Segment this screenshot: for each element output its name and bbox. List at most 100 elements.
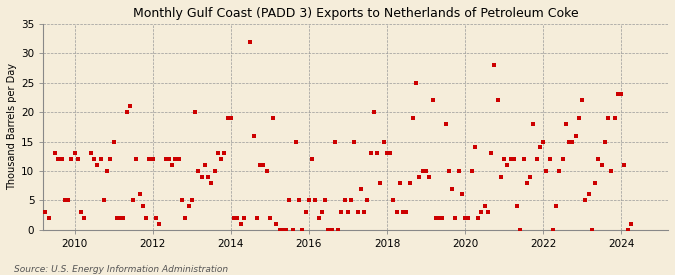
Point bbox=[385, 151, 396, 155]
Point bbox=[102, 169, 113, 173]
Point bbox=[274, 228, 285, 232]
Point bbox=[213, 151, 223, 155]
Point bbox=[411, 81, 422, 85]
Point bbox=[310, 198, 321, 203]
Point bbox=[424, 175, 435, 179]
Point bbox=[206, 180, 217, 185]
Point bbox=[472, 216, 483, 220]
Point bbox=[558, 157, 568, 161]
Point bbox=[342, 210, 353, 214]
Point bbox=[336, 210, 347, 214]
Point bbox=[86, 151, 97, 155]
Point bbox=[333, 228, 344, 232]
Point bbox=[297, 228, 308, 232]
Point bbox=[447, 186, 458, 191]
Point bbox=[151, 216, 161, 220]
Point bbox=[427, 98, 438, 103]
Point bbox=[531, 157, 542, 161]
Point bbox=[453, 169, 464, 173]
Point bbox=[554, 169, 565, 173]
Point bbox=[122, 110, 132, 114]
Point bbox=[215, 157, 226, 161]
Point bbox=[460, 216, 470, 220]
Point bbox=[538, 139, 549, 144]
Point bbox=[66, 157, 77, 161]
Point bbox=[202, 175, 213, 179]
Text: Source: U.S. Energy Information Administration: Source: U.S. Energy Information Administ… bbox=[14, 265, 227, 274]
Point bbox=[320, 198, 331, 203]
Point bbox=[613, 92, 624, 97]
Point bbox=[479, 204, 490, 208]
Point bbox=[408, 116, 418, 120]
Point bbox=[277, 228, 288, 232]
Point bbox=[535, 145, 545, 150]
Point bbox=[603, 116, 614, 120]
Point bbox=[265, 216, 275, 220]
Point bbox=[154, 222, 165, 226]
Point bbox=[362, 198, 373, 203]
Point bbox=[414, 175, 425, 179]
Point bbox=[404, 180, 415, 185]
Point bbox=[398, 210, 408, 214]
Point bbox=[281, 228, 292, 232]
Point bbox=[163, 157, 174, 161]
Point bbox=[606, 169, 617, 173]
Point bbox=[225, 116, 236, 120]
Point bbox=[183, 204, 194, 208]
Point bbox=[610, 116, 620, 120]
Point bbox=[616, 92, 626, 97]
Point bbox=[76, 210, 86, 214]
Point bbox=[483, 210, 493, 214]
Point bbox=[190, 110, 200, 114]
Point bbox=[567, 139, 578, 144]
Point bbox=[443, 169, 454, 173]
Point bbox=[469, 145, 480, 150]
Point bbox=[63, 198, 74, 203]
Point bbox=[111, 216, 122, 220]
Point bbox=[346, 198, 356, 203]
Point bbox=[50, 151, 61, 155]
Point bbox=[180, 216, 190, 220]
Point bbox=[251, 216, 262, 220]
Point bbox=[186, 198, 197, 203]
Point bbox=[421, 169, 431, 173]
Point bbox=[502, 163, 513, 167]
Point bbox=[512, 204, 522, 208]
Point bbox=[193, 169, 204, 173]
Point bbox=[254, 163, 265, 167]
Point bbox=[268, 116, 279, 120]
Point bbox=[437, 216, 448, 220]
Point bbox=[72, 157, 83, 161]
Point bbox=[476, 210, 487, 214]
Point bbox=[541, 169, 551, 173]
Point bbox=[99, 198, 109, 203]
Point bbox=[232, 216, 243, 220]
Point bbox=[580, 198, 591, 203]
Point bbox=[40, 210, 51, 214]
Title: Monthly Gulf Coast (PADD 3) Exports to Netherlands of Petroleum Coke: Monthly Gulf Coast (PADD 3) Exports to N… bbox=[133, 7, 578, 20]
Point bbox=[564, 139, 574, 144]
Point bbox=[167, 163, 178, 167]
Point bbox=[147, 157, 158, 161]
Point bbox=[349, 139, 360, 144]
Point bbox=[173, 157, 184, 161]
Point bbox=[79, 216, 90, 220]
Point bbox=[596, 163, 607, 167]
Point bbox=[499, 157, 510, 161]
Point bbox=[313, 216, 324, 220]
Point bbox=[34, 157, 45, 161]
Point bbox=[326, 228, 337, 232]
Point bbox=[492, 98, 503, 103]
Point bbox=[515, 228, 526, 232]
Point bbox=[134, 192, 145, 197]
Point bbox=[456, 192, 467, 197]
Point bbox=[518, 157, 529, 161]
Point bbox=[590, 180, 601, 185]
Point bbox=[294, 198, 304, 203]
Point bbox=[304, 198, 315, 203]
Point bbox=[238, 216, 249, 220]
Point bbox=[593, 157, 604, 161]
Y-axis label: Thousand Barrels per Day: Thousand Barrels per Day bbox=[7, 63, 17, 190]
Point bbox=[528, 122, 539, 126]
Point bbox=[626, 222, 637, 226]
